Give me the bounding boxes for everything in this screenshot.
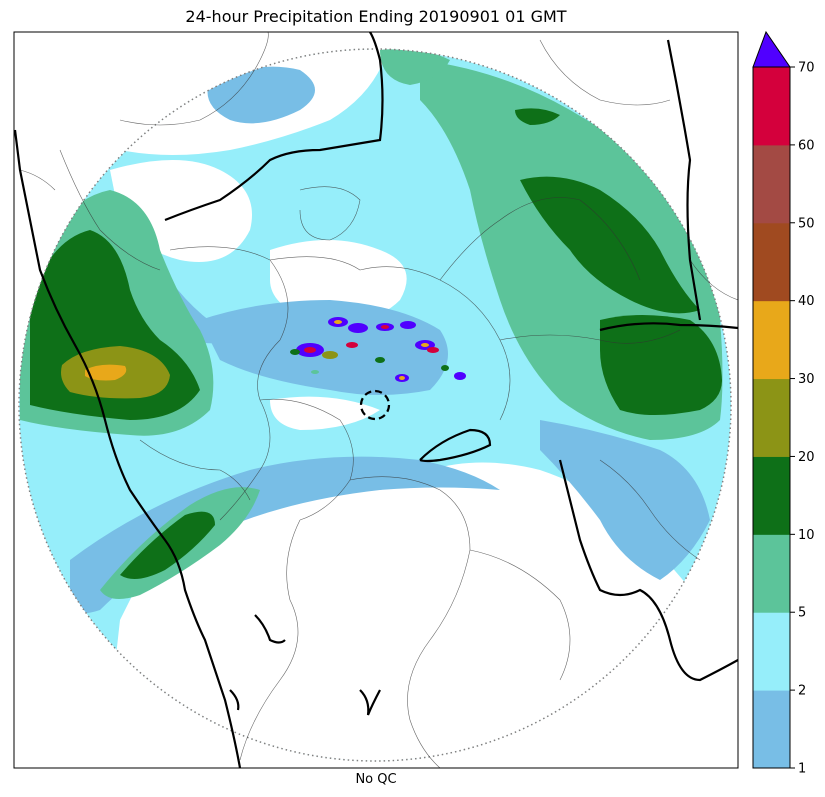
intense-cells-center bbox=[290, 317, 466, 382]
precip-1to2-east bbox=[540, 420, 710, 580]
colorbar-tick-label: 5 bbox=[798, 606, 806, 621]
colorbar-tick-label: 40 bbox=[798, 294, 815, 309]
colorbar-box-60-70 bbox=[753, 67, 790, 146]
precip-1to2-band-north bbox=[207, 66, 315, 124]
precip-10to20-east bbox=[600, 315, 722, 415]
colorbar-tick-label: 10 bbox=[798, 528, 815, 543]
district-boundaries bbox=[19, 32, 738, 768]
colorbar-box-30-40 bbox=[753, 300, 790, 380]
x-axis-label: No QC bbox=[355, 772, 397, 787]
colorbar-boxes bbox=[753, 67, 790, 769]
colorbar-ticks: 1 2 5 10 20 30 40 50 60 70 bbox=[790, 61, 815, 777]
chart-title: 24-hour Precipitation Ending 20190901 01… bbox=[185, 7, 567, 26]
colorbar-tick-label: 70 bbox=[798, 61, 815, 76]
colorbar-box-1-2 bbox=[753, 690, 790, 769]
colorbar-tick-label: 1 bbox=[798, 762, 806, 777]
radar-site-marker bbox=[359, 389, 391, 421]
colorbar-tick-label: 60 bbox=[798, 138, 815, 153]
colorbar-box-50-60 bbox=[753, 144, 790, 224]
colorbar-tick-label: 30 bbox=[798, 372, 815, 387]
colorbar-box-20-30 bbox=[753, 378, 790, 457]
colorbar-frame bbox=[752, 66, 791, 769]
dry-area-wedge bbox=[270, 396, 380, 430]
colorbar-box-10-20 bbox=[753, 456, 790, 535]
colorbar-tick-label: 20 bbox=[798, 450, 815, 465]
colorbar-box-2-5 bbox=[753, 612, 790, 691]
state-boundaries bbox=[14, 32, 738, 768]
range-ring bbox=[18, 48, 732, 762]
precip-10to20-northeast bbox=[520, 176, 700, 314]
colorbar-extend-arrow bbox=[752, 30, 791, 68]
precip-10to20-north bbox=[515, 108, 560, 125]
colorbar-box-40-50 bbox=[753, 222, 790, 302]
colorbar-box-5-10 bbox=[753, 534, 790, 613]
colorbar-tick-label: 2 bbox=[798, 684, 806, 699]
colorbar-tick-label: 50 bbox=[798, 216, 815, 231]
plot-frame bbox=[13, 31, 739, 769]
precip-5to10-north bbox=[380, 49, 450, 85]
precip-30to40-west bbox=[85, 364, 127, 381]
